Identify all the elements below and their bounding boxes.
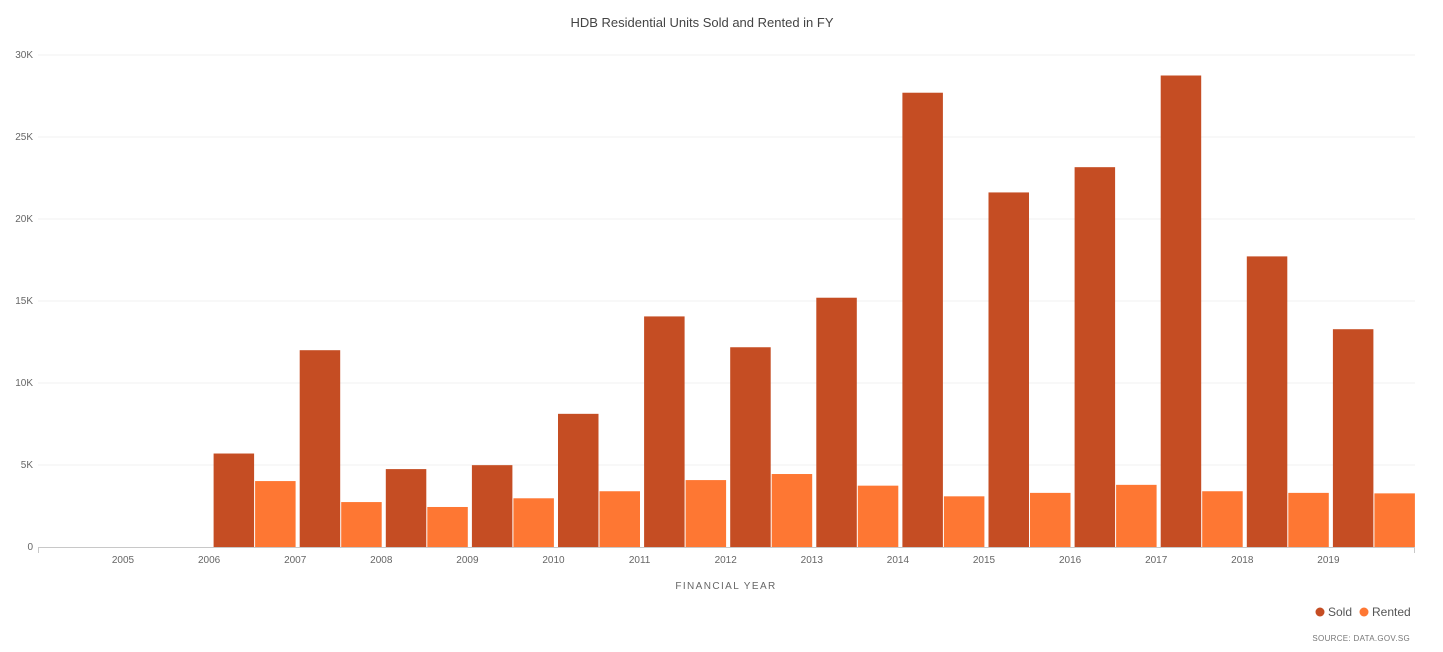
bar-sold — [1074, 167, 1116, 547]
x-tick-label: 2012 — [715, 555, 738, 566]
bar-rented — [599, 491, 640, 547]
y-tick-label: 20K — [15, 214, 33, 225]
x-tick-label: 2017 — [1145, 555, 1168, 566]
bar-sold — [385, 469, 427, 547]
y-tick-label: 0 — [27, 542, 33, 553]
bar-rented — [1116, 484, 1157, 547]
bar-sold — [299, 350, 341, 547]
bar-sold — [902, 92, 943, 547]
bar-rented — [943, 496, 985, 547]
bar-sold — [471, 465, 513, 547]
y-tick-label: 30K — [15, 50, 33, 61]
bar-rented — [857, 485, 899, 547]
x-axis-title: FINANCIAL YEAR — [675, 581, 776, 592]
y-axis: 0 5K 10K 15K 20K 25K 30K — [15, 50, 33, 553]
bar-sold — [644, 316, 685, 547]
x-tick-label: 2005 — [112, 555, 135, 566]
bar-rented — [427, 506, 468, 547]
bar-sold — [816, 297, 857, 547]
x-tick-label: 2016 — [1059, 555, 1082, 566]
bar-rented — [1202, 491, 1243, 547]
bar-sold — [1160, 75, 1202, 547]
bars — [213, 75, 1415, 547]
x-tick-label: 2007 — [284, 555, 307, 566]
bar-rented — [513, 498, 554, 547]
x-tick-label: 2015 — [973, 555, 996, 566]
x-tick-label: 2011 — [629, 555, 651, 566]
bar-sold — [988, 192, 1029, 547]
grid — [38, 54, 1415, 466]
bar-sold — [558, 413, 599, 547]
bar-rented — [1030, 492, 1071, 547]
x-tick-label: 2010 — [542, 555, 565, 566]
legend: Sold Rented — [1315, 605, 1411, 619]
bar-rented — [1374, 493, 1415, 547]
x-tick-label: 2006 — [198, 555, 221, 566]
legend-label-rented: Rented — [1372, 605, 1411, 619]
chart-title: HDB Residential Units Sold and Rented in… — [570, 15, 833, 30]
bar-rented — [1288, 492, 1329, 547]
source-note: SOURCE: DATA.GOV.SG — [1312, 634, 1410, 643]
bar-rented — [771, 474, 813, 547]
x-tick-label: 2014 — [887, 555, 910, 566]
x-tick-label: 2009 — [456, 555, 479, 566]
x-tick-label: 2018 — [1231, 555, 1254, 566]
x-tick-label: 2008 — [370, 555, 393, 566]
x-tick-label: 2013 — [801, 555, 824, 566]
bar-sold — [1332, 329, 1374, 547]
bar-sold — [1246, 256, 1288, 547]
legend-marker-rented — [1359, 607, 1369, 617]
bar-rented — [341, 502, 382, 547]
y-tick-label: 5K — [21, 460, 34, 471]
y-tick-label: 15K — [15, 296, 33, 307]
bar-rented — [255, 481, 296, 547]
y-tick-label: 25K — [15, 132, 33, 143]
legend-marker-sold — [1315, 607, 1325, 617]
y-tick-label: 10K — [15, 378, 33, 389]
x-tick-label: 2019 — [1317, 555, 1340, 566]
x-axis: 2005 2006 2007 2008 2009 2010 2011 2012 2013 2014… — [38, 547, 1415, 566]
bar-rented — [685, 480, 727, 547]
legend-label-sold: Sold — [1328, 605, 1352, 619]
bar-sold — [213, 453, 255, 547]
bar-sold — [730, 347, 771, 547]
